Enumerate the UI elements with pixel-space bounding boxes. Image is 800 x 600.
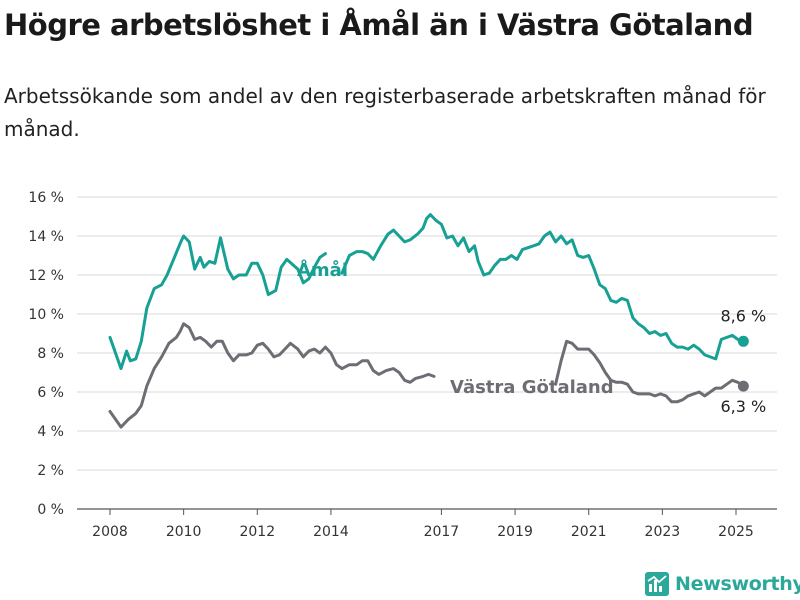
series-end-label: 6,3 %: [720, 397, 766, 416]
axes: 0 % 2 % 4 % 6 % 8 % 10 % 12 % 14 % 16 % 2008 2010 2…: [28, 190, 753, 540]
series-line: [108, 234, 327, 371]
y-tick-label: 8 %: [37, 346, 64, 362]
series-end-label: 8,6 %: [720, 306, 766, 325]
x-tick-label: 2014: [313, 524, 349, 540]
y-tick-label: 10 %: [28, 307, 64, 323]
x-tick-label: 2023: [645, 524, 681, 540]
x-tick-label: 2021: [571, 524, 607, 540]
y-tick-label: 6 %: [37, 385, 64, 401]
y-tick-label: 16 %: [28, 190, 64, 206]
series-labels: Åmål 8,6 % Västra Götaland 6,3 %: [297, 258, 766, 416]
y-tick-label: 4 %: [37, 424, 64, 440]
series-line: [554, 339, 745, 404]
chart-title: Högre arbetslöshet i Åmål än i Västra Gö…: [4, 8, 754, 42]
series-label: Västra Götaland: [450, 377, 614, 398]
y-tick-label: 2 %: [37, 463, 64, 479]
grid-lines: [77, 196, 777, 510]
chart-subtitle: Arbetssökande som andel av den registerb…: [4, 84, 766, 141]
x-tick-label: 2010: [166, 524, 202, 540]
series-lines: [108, 213, 749, 429]
series-line: [108, 322, 436, 429]
y-tick-label: 12 %: [28, 268, 64, 284]
series-end-point: [737, 335, 749, 347]
series-label: Åmål: [297, 258, 348, 281]
bar-chart-icon: [645, 572, 669, 596]
newsworthy-logo[interactable]: Newsworthy: [645, 569, 800, 599]
x-tick-label: 2019: [497, 524, 533, 540]
x-tick-label: 2008: [92, 524, 128, 540]
x-tick-label: 2017: [424, 524, 460, 540]
series-line: [340, 213, 745, 361]
y-tick-label: 14 %: [28, 229, 64, 245]
y-tick-label: 0 %: [37, 502, 64, 518]
x-tick-label: 2025: [718, 524, 754, 540]
brand-name: Newsworthy: [675, 573, 800, 595]
series-end-point: [737, 380, 749, 392]
x-tick-label: 2012: [239, 524, 275, 540]
